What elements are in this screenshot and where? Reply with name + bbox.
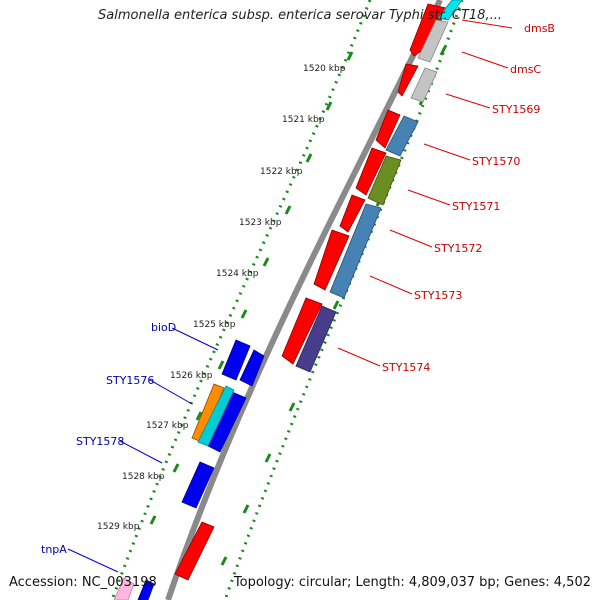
kbp-label: 1523 kbp	[239, 218, 282, 228]
kbp-label: 1521 kbp	[282, 115, 325, 125]
gene-label-sty1572[interactable]: STY1572	[434, 242, 482, 255]
gene-label-sty1570[interactable]: STY1570	[472, 155, 520, 168]
topology-summary: Topology: circular; Length: 4,809,037 bp…	[233, 575, 591, 590]
gene-label-dmsC[interactable]: dmsC	[510, 63, 541, 76]
gene-sty1571-olive	[367, 155, 402, 206]
red-genes	[174, 3, 447, 581]
gene-label-sty1569[interactable]: STY1569	[492, 103, 540, 116]
gene-label-tnpA[interactable]: tnpA	[41, 543, 67, 556]
gene-sty1571-red	[339, 194, 366, 233]
gene-tnpA-pink	[113, 577, 135, 600]
kbp-label: 1529 kbp	[97, 522, 140, 532]
kbp-label: 1520 kbp	[303, 64, 346, 74]
kbp-label: 1528 kbp	[122, 472, 165, 482]
gene-sty1570-red	[355, 147, 387, 196]
kbp-label: 1527 kbp	[146, 421, 189, 431]
gene-dmsB-cyan	[437, 0, 463, 21]
gene-label-sty1571[interactable]: STY1571	[452, 200, 500, 213]
gene-sty1576-cyan	[197, 385, 235, 447]
gene-label-sty1578[interactable]: STY1578	[76, 435, 124, 448]
gene-tnpA-blue	[137, 579, 155, 600]
gene-bioD-blue-2	[239, 349, 265, 387]
left-leaders	[67, 327, 219, 573]
gene-1529-red	[174, 521, 215, 581]
gene-label-bioD[interactable]: bioD	[151, 321, 176, 334]
gene-label-dmsB[interactable]: dmsB	[524, 22, 555, 35]
kbp-label: 1525 kbp	[193, 320, 236, 330]
kbp-label: 1522 kbp	[260, 167, 303, 177]
gene-sty1578-blue	[181, 461, 215, 509]
gene-sty1573-red	[281, 297, 323, 365]
right-leaders	[337, 19, 513, 367]
blue-genes	[137, 339, 265, 600]
gene-label-sty1576[interactable]: STY1576	[106, 374, 154, 387]
left-ticks	[149, 51, 354, 525]
gene-sty1569-red	[375, 109, 401, 149]
accession-text: Accession: NC_003198	[9, 575, 157, 590]
gene-sty1574-darkslateblue	[295, 305, 337, 373]
gene-bioD-blue-1	[221, 339, 251, 381]
gene-dmsC-red	[397, 63, 419, 97]
outer-left-dotted-track	[110, 0, 372, 600]
map-title: Salmonella enterica subsp. enterica sero…	[98, 8, 502, 23]
gene-label-sty1574[interactable]: STY1574	[382, 361, 430, 374]
gene-sty1572-steelblue	[329, 203, 382, 299]
gene-label-sty1573[interactable]: STY1573	[414, 289, 462, 302]
gene-sty1570-steelblue	[385, 115, 419, 157]
gene-sty1572-red	[313, 229, 350, 291]
kbp-label: 1526 kbp	[170, 371, 213, 381]
kbp-label: 1524 kbp	[216, 269, 259, 279]
gene-dmsB-gray	[417, 19, 449, 63]
gene-dmsC-gray	[410, 67, 438, 103]
